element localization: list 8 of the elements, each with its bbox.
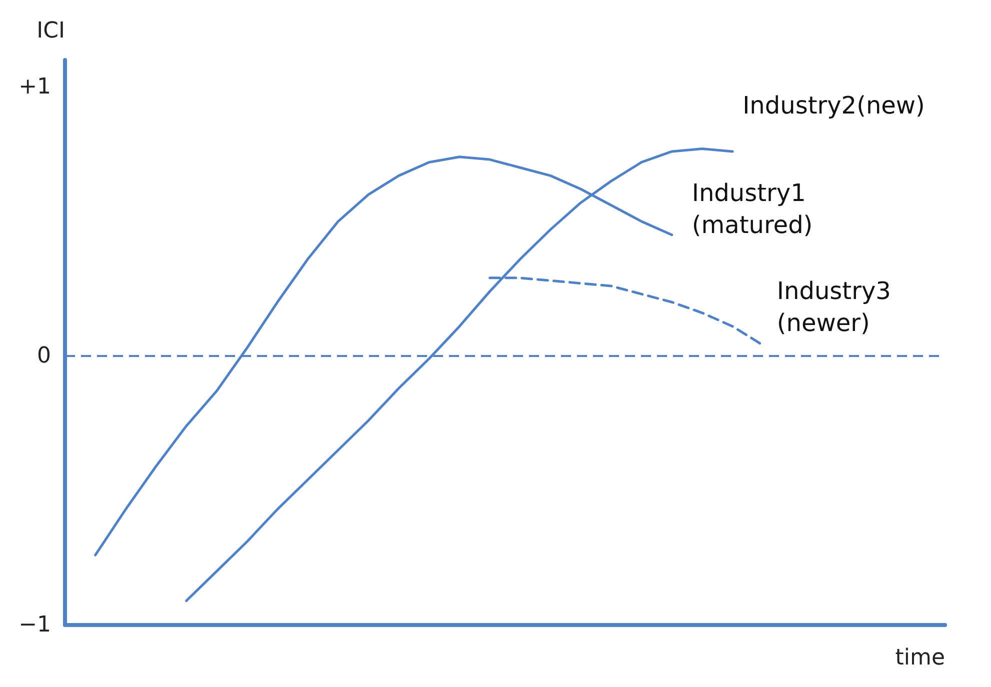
y-axis-title: ICI — [36, 18, 65, 44]
series-label: Industry2(new) — [742, 91, 925, 120]
series-label: Industry3 (newer) — [776, 277, 899, 338]
series-label: Industry1 (matured) — [692, 178, 814, 239]
y-tick-label: −1 — [18, 612, 51, 638]
y-tick-label: 0 — [37, 343, 51, 368]
x-axis-title: time — [895, 646, 945, 670]
y-tick-label: +1 — [18, 74, 51, 100]
